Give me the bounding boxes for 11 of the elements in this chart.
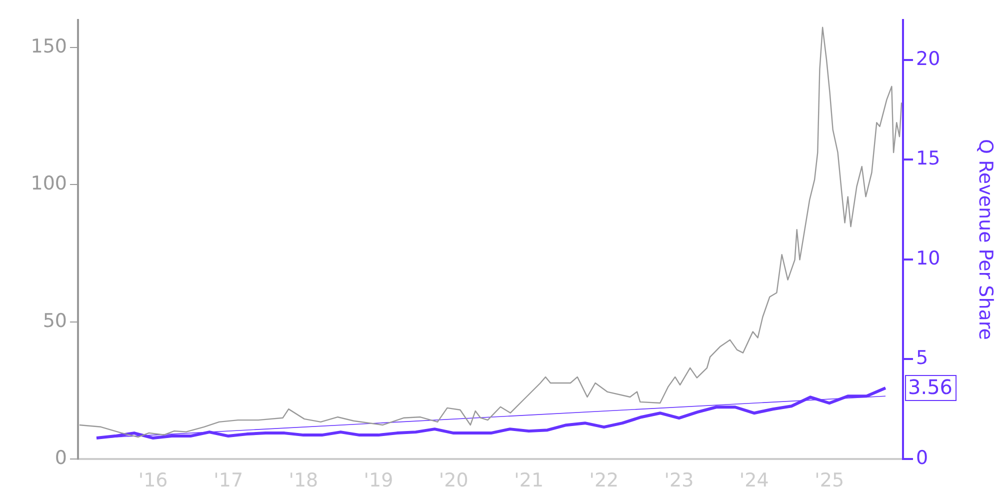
y-tick-label: 50 [42,310,67,332]
y-tick-label: 0 [54,446,67,469]
y-tick-label: 150 [30,35,67,58]
data-label: 3.56 [908,375,953,400]
y2-tick-label: 20 [916,48,940,70]
y2-axis-title: Q Revenue Per Share [974,139,997,340]
y2-tick-label: 5 [916,347,928,370]
y-tick-label: 100 [30,172,67,195]
y2-tick-label: 10 [916,247,940,270]
y2-tick-label: 15 [916,148,940,170]
y2-tick-label: 0 [916,446,928,469]
